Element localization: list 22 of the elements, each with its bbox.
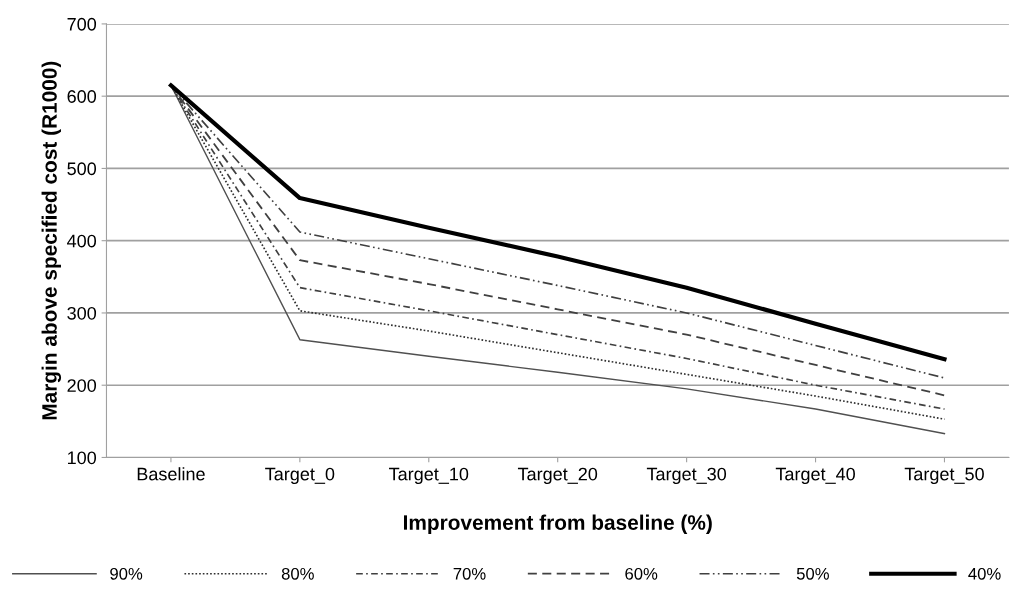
x-tick-label: Target_30 bbox=[646, 467, 727, 485]
y-tick-label: 400 bbox=[67, 234, 97, 248]
legend-label: 90% bbox=[110, 567, 143, 580]
y-tick-label: 200 bbox=[67, 379, 97, 392]
x-tick-label: Target_20 bbox=[517, 467, 598, 485]
x-tick-label: Target_50 bbox=[904, 467, 984, 485]
y-tick-label: 700 bbox=[67, 17, 97, 31]
y-axis-title: Margin above specified cost (R1000) bbox=[41, 61, 62, 420]
x-tick-label: Target_0 bbox=[265, 467, 335, 485]
x-axis-title: Improvement from baseline (%) bbox=[403, 514, 712, 534]
legend-label: 60% bbox=[625, 567, 658, 580]
y-tick-label: 300 bbox=[67, 306, 97, 320]
y-tick-label: 100 bbox=[68, 451, 97, 465]
x-tick-label: Target_10 bbox=[389, 467, 469, 485]
x-tick-label: Baseline bbox=[137, 467, 205, 481]
legend-label: 80% bbox=[281, 567, 314, 580]
legend-label: 40% bbox=[968, 567, 1001, 580]
y-tick-label: 500 bbox=[67, 162, 97, 176]
y-tick-label: 600 bbox=[67, 90, 97, 103]
x-tick-label: Target_40 bbox=[775, 467, 855, 485]
legend-label: 50% bbox=[796, 567, 829, 580]
legend-label: 70% bbox=[453, 567, 486, 580]
